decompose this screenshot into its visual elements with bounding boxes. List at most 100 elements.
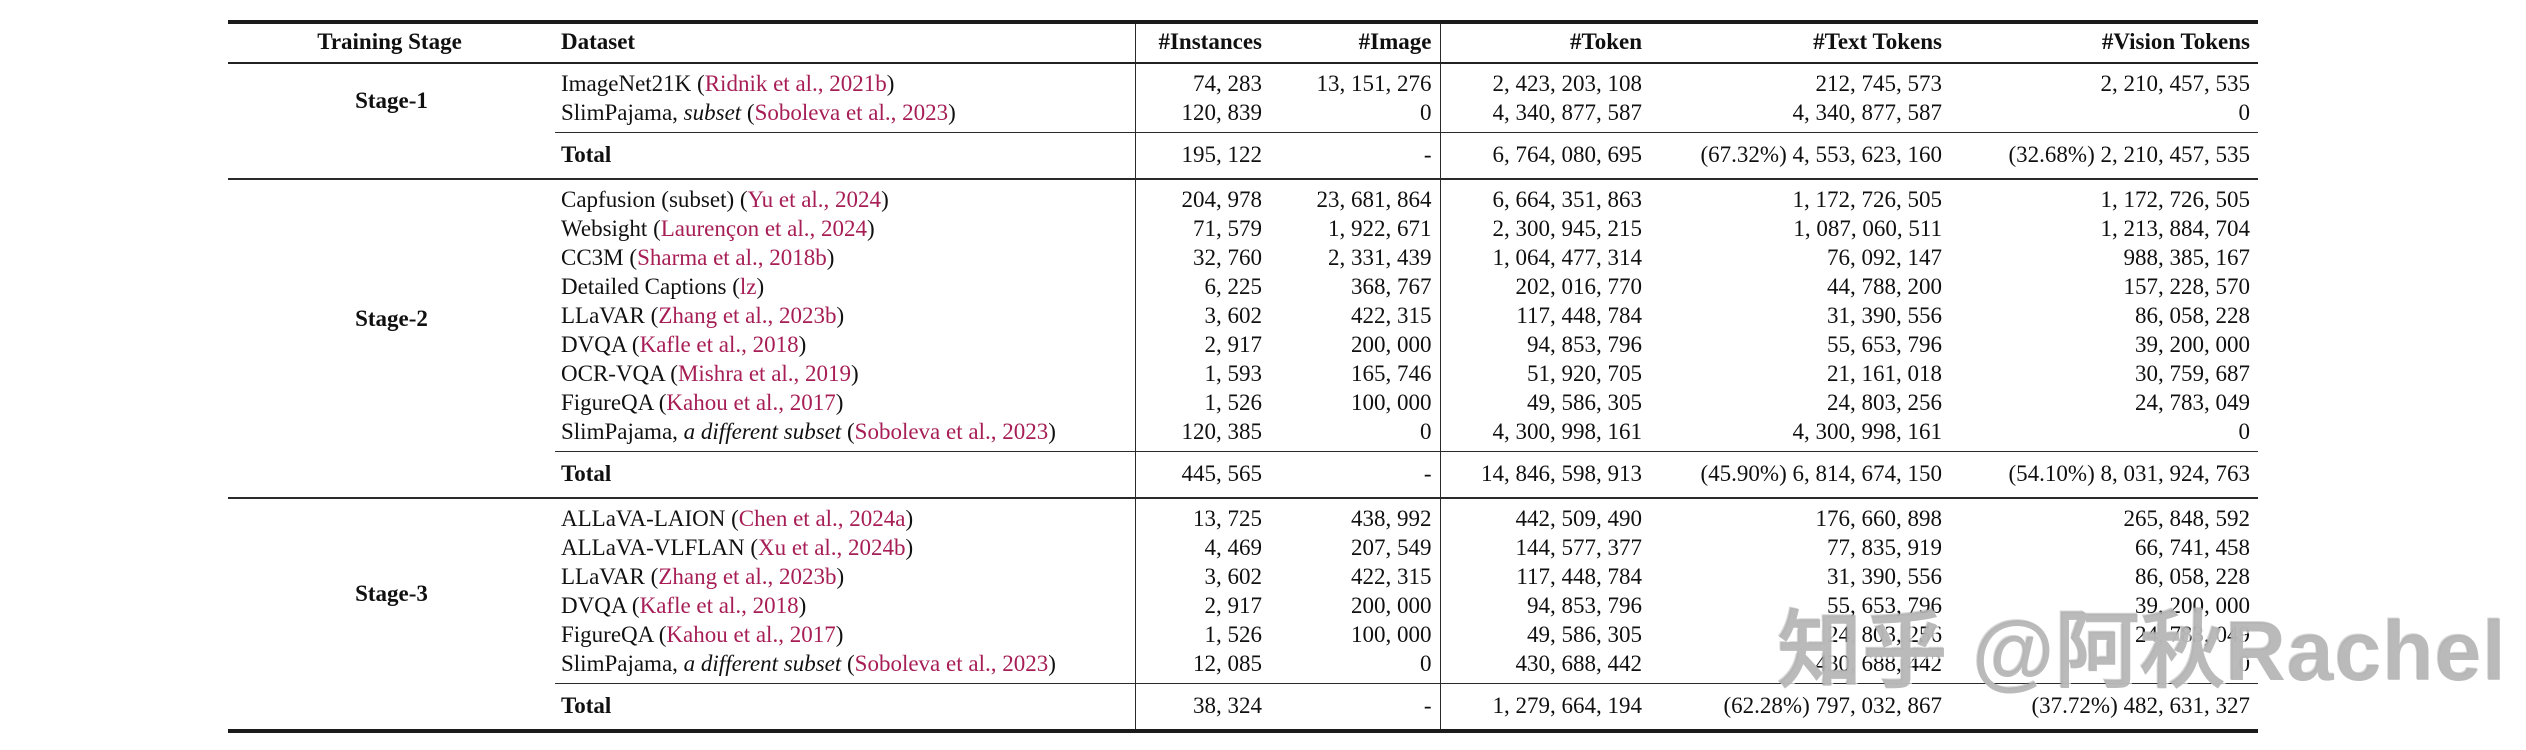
text-tokens-cell: 21, 161, 018 — [1827, 361, 1942, 386]
dataset-row: SlimPajama, a different subset (Soboleva… — [228, 649, 2258, 684]
stage-total-row: Total 195, 122-6, 764, 080, 695 (67.32%) 4… — [228, 132, 2258, 179]
dataset-name: FigureQA — [561, 390, 659, 415]
text-tokens-cell: 44, 788, 200 — [1827, 274, 1942, 299]
instances-cell: 204, 978 — [1134, 179, 1270, 214]
header-token: #Token — [1439, 22, 1650, 64]
citation-link[interactable]: Soboleva et al., 2023 — [854, 651, 1049, 676]
stage-block-2: Stage-2 Capfusion (subset) (Yu et al., 20… — [228, 179, 2258, 498]
citation-link[interactable]: Kafle et al., 2018 — [639, 593, 799, 618]
instances-cell: 3, 602 — [1134, 301, 1270, 330]
stage-block-3: Stage-3 ALLaVA-LAION (Chen et al., 2024a)… — [228, 498, 2258, 731]
stage-block-1: Stage-1 ImageNet21K (Ridnik et al., 2021b… — [228, 63, 2258, 179]
total-text-tokens-cell: (67.32%) 4, 553, 623, 160 — [1650, 132, 1950, 179]
citation-link[interactable]: Kafle et al., 2018 — [639, 332, 799, 357]
dataset-row: SlimPajama, subset (Soboleva et al., 202… — [228, 98, 2258, 133]
token-count-cell: 2, 300, 945, 215 — [1439, 214, 1650, 243]
dataset-subset-note: subset — [683, 100, 747, 125]
dataset-row: DVQA (Kafle et al., 2018) 2, 917 200, 000 9… — [228, 330, 2258, 359]
header-text-tokens: #Text Tokens — [1650, 22, 1950, 64]
citation-link[interactable]: Mishra et al., 2019 — [677, 361, 852, 386]
vision-tokens-cell: 39, 200, 000 — [2135, 332, 2250, 357]
image-count-cell: 2, 331, 439 — [1328, 245, 1432, 270]
text-tokens-cell: 1, 087, 060, 511 — [1793, 216, 1942, 241]
instances-cell: 12, 085 — [1134, 649, 1270, 684]
instances-cell: 2, 917 — [1134, 591, 1270, 620]
vision-tokens-cell: 0 — [2238, 651, 2251, 676]
image-count-cell: 0 — [1420, 100, 1432, 125]
token-count-cell: 1, 064, 477, 314 — [1439, 243, 1650, 272]
dataset-row: OCR-VQA (Mishra et al., 2019) 1, 593 165, … — [228, 359, 2258, 388]
dataset-row: DVQA (Kafle et al., 2018) 2, 917 200, 000 9… — [228, 591, 2258, 620]
vision-tokens-cell: 1, 213, 884, 704 — [2100, 216, 2251, 241]
citation-link[interactable]: Yu et al., 2024 — [747, 187, 882, 212]
vision-tokens-cell: 39, 200, 000 — [2135, 593, 2250, 618]
text-tokens-cell: 24, 803, 256 — [1827, 390, 1942, 415]
citation-link[interactable]: Chen et al., 2024a — [738, 506, 906, 531]
header-dataset: Dataset — [555, 22, 1135, 64]
instances-cell: 74, 283 — [1134, 63, 1270, 98]
citation-link[interactable]: Kahou et al., 2017 — [666, 622, 836, 647]
text-tokens-cell: 430, 688, 442 — [1815, 651, 1943, 676]
total-instances-cell: 38, 324 — [1134, 683, 1270, 731]
dataset-name: OCR-VQA — [561, 361, 671, 386]
dataset-name-cell: Detailed Captions (lz) — [561, 274, 765, 299]
dataset-row: Detailed Captions (lz) 6, 225 368, 767 202,… — [228, 272, 2258, 301]
stage-total-row: Total 38, 324-1, 279, 664, 194 (62.28%) 79… — [228, 683, 2258, 731]
vision-tokens-cell: 66, 741, 458 — [2135, 535, 2250, 560]
token-count-cell: 4, 300, 998, 161 — [1439, 417, 1650, 452]
vision-tokens-cell: 86, 058, 228 — [2135, 303, 2250, 328]
citation-link[interactable]: lz — [739, 274, 757, 299]
dataset-row: SlimPajama, a different subset (Soboleva… — [228, 417, 2258, 452]
training-data-table: Training Stage Dataset #Instances #Image… — [228, 20, 2258, 733]
instances-cell: 1, 526 — [1134, 620, 1270, 649]
image-count-cell: 422, 315 — [1351, 564, 1432, 589]
citation-link[interactable]: Soboleva et al., 2023 — [754, 100, 949, 125]
vision-tokens-cell: 157, 228, 570 — [2123, 274, 2251, 299]
token-count-cell: 49, 586, 305 — [1439, 388, 1650, 417]
text-tokens-cell: 176, 660, 898 — [1815, 506, 1943, 531]
token-count-cell: 144, 577, 377 — [1439, 533, 1650, 562]
dataset-row: LLaVAR (Zhang et al., 2023b) 3, 602 422, 3… — [228, 562, 2258, 591]
dataset-name: ALLaVA-VLFLAN — [561, 535, 751, 560]
image-count-cell: 13, 151, 276 — [1316, 71, 1432, 96]
citation-link[interactable]: Ridnik et al., 2021b — [704, 71, 887, 96]
table-header: Training Stage Dataset #Instances #Image… — [228, 22, 2258, 64]
citation-link[interactable]: Soboleva et al., 2023 — [854, 419, 1049, 444]
dataset-name: Capfusion (subset) — [561, 187, 740, 212]
image-count-cell: 368, 767 — [1351, 274, 1432, 299]
dataset-name: DVQA — [561, 593, 632, 618]
dataset-name-cell: FigureQA (Kahou et al., 2017) — [561, 622, 844, 647]
image-count-cell: 23, 681, 864 — [1316, 187, 1432, 212]
citation-link[interactable]: Kahou et al., 2017 — [666, 390, 836, 415]
dataset-name: SlimPajama, — [561, 651, 684, 676]
dataset-name: FigureQA — [561, 622, 659, 647]
text-tokens-cell: 24, 803, 256 — [1827, 622, 1942, 647]
total-image-count-cell: - — [1270, 683, 1440, 731]
dataset-row: Stage-3 ALLaVA-LAION (Chen et al., 2024a)… — [228, 498, 2258, 606]
vision-tokens-cell: 86, 058, 228 — [2135, 564, 2250, 589]
total-vision-tokens-cell: (54.10%) 8, 031, 924, 763 — [1950, 451, 2258, 498]
dataset-row: ALLaVA-VLFLAN (Xu et al., 2024b) 4, 469 20… — [228, 533, 2258, 562]
vision-tokens-cell: 0 — [2238, 419, 2251, 444]
token-count-cell: 117, 448, 784 — [1439, 562, 1650, 591]
citation-link[interactable]: Zhang et al., 2023b — [658, 303, 837, 328]
vision-tokens-cell: 24, 783, 049 — [2135, 390, 2250, 415]
instances-cell: 71, 579 — [1134, 214, 1270, 243]
image-count-cell: 100, 000 — [1351, 390, 1432, 415]
dataset-subset-note: a different subset — [683, 651, 847, 676]
dataset-name-cell: OCR-VQA (Mishra et al., 2019) — [561, 361, 859, 386]
citation-link[interactable]: Xu et al., 2024b — [757, 535, 906, 560]
dataset-name-cell: FigureQA (Kahou et al., 2017) — [561, 390, 844, 415]
text-tokens-cell: 77, 835, 919 — [1827, 535, 1942, 560]
citation-link[interactable]: Zhang et al., 2023b — [658, 564, 837, 589]
total-label: Total — [555, 683, 1135, 731]
token-count-cell: 6, 664, 351, 863 — [1439, 179, 1650, 214]
dataset-subset-note: a different subset — [683, 419, 847, 444]
vision-tokens-cell: 988, 385, 167 — [2123, 245, 2251, 270]
text-tokens-cell: 55, 653, 796 — [1827, 593, 1942, 618]
vision-tokens-cell: 0 — [2238, 100, 2251, 125]
dataset-row: Stage-2 Capfusion (subset) (Yu et al., 20… — [228, 179, 2258, 331]
citation-link[interactable]: Laurençon et al., 2024 — [660, 216, 868, 241]
citation-link[interactable]: Sharma et al., 2018b — [637, 245, 827, 270]
instances-cell: 1, 593 — [1134, 359, 1270, 388]
